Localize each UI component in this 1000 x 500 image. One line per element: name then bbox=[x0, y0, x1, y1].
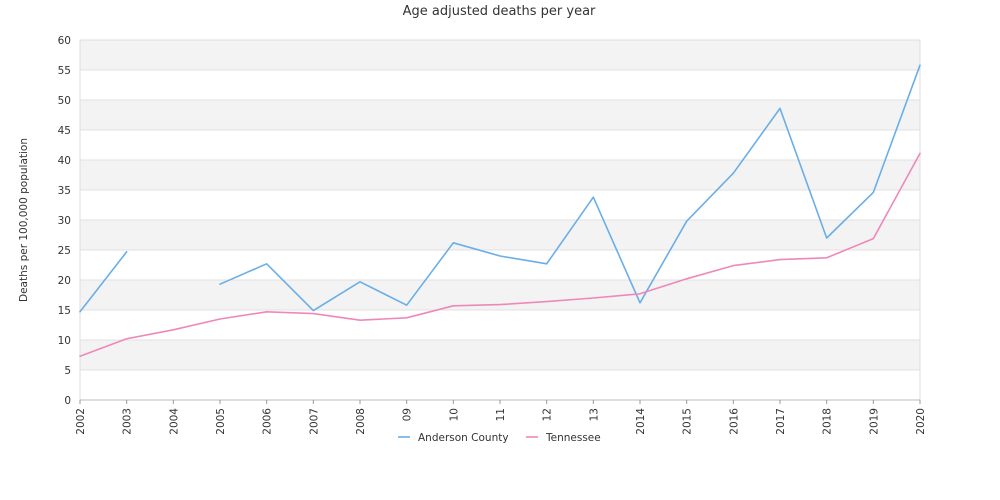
x-tick-label: 2018 bbox=[822, 408, 834, 435]
x-tick-label: 2002 bbox=[75, 408, 87, 435]
series-lines bbox=[79, 64, 921, 357]
x-tick-label: 13 bbox=[588, 408, 600, 421]
x-tick-label: 2007 bbox=[308, 408, 320, 435]
y-tick-label: 50 bbox=[58, 95, 71, 107]
grid-band bbox=[80, 100, 920, 130]
x-tick-label: 2005 bbox=[215, 408, 227, 435]
grid-band bbox=[80, 160, 920, 190]
y-tick-label: 40 bbox=[58, 155, 71, 167]
y-tick-label: 10 bbox=[58, 335, 71, 347]
grid-band bbox=[80, 40, 920, 70]
x-tick-label: 09 bbox=[402, 408, 414, 421]
grid-bands bbox=[80, 40, 920, 370]
legend-label-anderson-county: Anderson County bbox=[418, 432, 509, 444]
y-tick-label: 55 bbox=[58, 65, 71, 77]
x-tick-labels: 2002 2003 2004 2005 2006 2007 2008 09 10 11 12 13 20… bbox=[75, 408, 927, 435]
x-tick-label: 2017 bbox=[775, 408, 787, 435]
x-tick-label: 11 bbox=[495, 408, 507, 421]
y-tick-label: 45 bbox=[58, 125, 71, 137]
x-tick-label: 2015 bbox=[682, 408, 694, 435]
y-tick-label: 5 bbox=[64, 365, 71, 377]
y-tick-label: 30 bbox=[58, 215, 71, 227]
x-tick-label: 2006 bbox=[262, 408, 274, 435]
y-tick-label: 35 bbox=[58, 185, 71, 197]
legend: Anderson County Tennessee bbox=[398, 432, 601, 444]
x-tick-label: 2003 bbox=[122, 408, 134, 435]
y-tick-label: 25 bbox=[58, 245, 71, 257]
x-tick-label: 2020 bbox=[915, 408, 927, 435]
grid-band bbox=[80, 340, 920, 370]
x-tick-label: 2014 bbox=[635, 408, 647, 435]
grid-band bbox=[80, 280, 920, 310]
series-line-anderson-county bbox=[79, 64, 921, 313]
grid-band bbox=[80, 220, 920, 250]
y-tick-label: 20 bbox=[58, 275, 71, 287]
x-tick-label: 12 bbox=[542, 408, 554, 421]
x-tick-label: 2016 bbox=[728, 408, 740, 435]
y-tick-label: 60 bbox=[58, 35, 71, 47]
x-tick-label: 2019 bbox=[868, 408, 880, 435]
x-tick-label: 10 bbox=[448, 408, 460, 421]
series-line-tennessee bbox=[79, 152, 921, 357]
x-tick-label: 2004 bbox=[168, 408, 180, 435]
y-tick-labels: 0 5 10 15 20 25 30 35 40 45 50 55 60 bbox=[58, 35, 71, 407]
axes bbox=[79, 39, 921, 404]
y-axis-title: Deaths per 100,000 population bbox=[18, 138, 30, 302]
legend-label-tennessee: Tennessee bbox=[545, 432, 601, 444]
chart-title: Age adjusted deaths per year bbox=[403, 4, 596, 19]
y-tick-label: 15 bbox=[58, 305, 71, 317]
x-tick-label: 2008 bbox=[355, 408, 367, 435]
y-tick-label: 0 bbox=[64, 395, 71, 407]
